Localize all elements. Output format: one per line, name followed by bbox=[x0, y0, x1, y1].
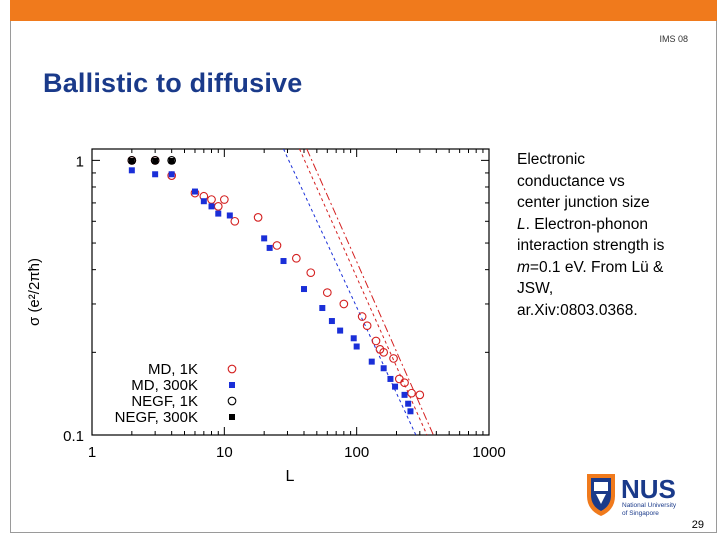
data-point bbox=[230, 216, 240, 226]
data-point bbox=[400, 378, 409, 388]
data-point bbox=[407, 408, 414, 415]
caption-text: Electronic conductance vs center junctio… bbox=[517, 149, 702, 321]
data-point bbox=[219, 195, 229, 204]
legend-marker bbox=[229, 382, 235, 388]
data-point bbox=[380, 365, 387, 372]
data-point bbox=[128, 157, 135, 164]
data-point bbox=[389, 354, 398, 363]
data-point bbox=[379, 347, 389, 357]
data-point bbox=[215, 210, 222, 217]
data-point bbox=[415, 390, 425, 400]
data-point bbox=[319, 305, 326, 312]
crest-icon bbox=[587, 474, 615, 516]
caption-line: ar.Xiv:0803.0368. bbox=[517, 301, 638, 319]
caption-var-L: L bbox=[517, 215, 526, 233]
data-point bbox=[368, 358, 375, 365]
logo-line1: National University bbox=[622, 502, 677, 509]
caption-line-rest: =0.1 eV. From Lü & bbox=[529, 258, 664, 276]
logo-name: NUS bbox=[621, 474, 676, 504]
data-point bbox=[407, 388, 416, 398]
data-point bbox=[387, 375, 394, 382]
slide-title: Ballistic to diffusive bbox=[43, 68, 303, 98]
data-point bbox=[339, 299, 349, 309]
data-point bbox=[322, 288, 332, 297]
x-axis-label: L bbox=[286, 468, 295, 485]
legend-marker bbox=[229, 414, 235, 420]
nus-logo: NUS National University of Singapore bbox=[587, 474, 677, 517]
data-point bbox=[150, 156, 160, 165]
data-point bbox=[226, 212, 233, 219]
legend-label: MD, 1K bbox=[148, 361, 198, 378]
data-point bbox=[301, 286, 308, 293]
guide-line bbox=[306, 149, 434, 435]
data-point bbox=[208, 203, 215, 210]
caption-line: Electronic bbox=[517, 151, 586, 168]
data-point bbox=[405, 400, 412, 407]
x-tick-label: 1 bbox=[88, 444, 96, 461]
data-point bbox=[127, 156, 137, 165]
page-number: 29 bbox=[691, 519, 704, 531]
x-tick-label: 1000 bbox=[472, 444, 505, 461]
data-point bbox=[128, 167, 135, 174]
caption-line-rest: . Electron-phonon bbox=[525, 215, 648, 233]
data-point bbox=[306, 268, 316, 278]
data-point bbox=[213, 202, 223, 211]
y-tick-label: 0.1 bbox=[63, 428, 84, 445]
caption-line: JSW, bbox=[517, 280, 554, 297]
data-point bbox=[200, 198, 207, 205]
data-point bbox=[272, 241, 282, 250]
data-point bbox=[152, 157, 159, 164]
top-accent-bar bbox=[10, 0, 717, 21]
caption-line: center junction size bbox=[517, 194, 650, 211]
legend-label: NEGF, 300K bbox=[115, 409, 198, 426]
data-point bbox=[353, 343, 360, 350]
caption-line: conductance vs bbox=[517, 172, 625, 190]
caption-var-m: m bbox=[517, 258, 530, 276]
caption-line: m=0.1 eV. From Lü & bbox=[517, 257, 702, 279]
data-point bbox=[328, 318, 335, 325]
x-tick-label: 100 bbox=[344, 444, 369, 461]
caption-line: L. Electron-phonon bbox=[517, 214, 702, 236]
y-axis-label: σ (e²/2πħ) bbox=[26, 258, 43, 326]
guide-line bbox=[299, 149, 428, 435]
x-tick-label: 10 bbox=[216, 444, 233, 461]
legend-label: MD, 300K bbox=[131, 377, 198, 394]
data-point bbox=[350, 335, 357, 342]
data-point bbox=[168, 157, 175, 164]
legend-label: NEGF, 1K bbox=[131, 393, 198, 410]
data-point bbox=[392, 383, 399, 390]
guide-line bbox=[283, 149, 417, 435]
data-point bbox=[401, 391, 408, 398]
legend-marker bbox=[227, 396, 237, 406]
data-point bbox=[337, 327, 344, 334]
data-point bbox=[371, 336, 381, 346]
plot-frame bbox=[91, 148, 490, 436]
logo-line2: of Singapore bbox=[622, 510, 659, 517]
data-point bbox=[362, 321, 372, 331]
data-point bbox=[167, 156, 177, 165]
data-point bbox=[291, 253, 301, 263]
data-point bbox=[191, 188, 198, 195]
data-point bbox=[266, 244, 273, 251]
legend-marker bbox=[227, 364, 237, 374]
data-point bbox=[152, 171, 159, 178]
y-tick-label: 1 bbox=[76, 153, 84, 170]
slide-frame bbox=[10, 21, 717, 533]
data-point bbox=[253, 213, 263, 222]
caption-line: interaction strength is bbox=[517, 237, 665, 254]
data-point bbox=[280, 258, 287, 265]
conference-label: IMS 08 bbox=[659, 34, 688, 44]
data-point bbox=[207, 195, 216, 204]
data-point bbox=[357, 312, 367, 321]
data-point bbox=[394, 374, 404, 384]
data-point bbox=[168, 171, 175, 178]
data-point bbox=[261, 235, 268, 242]
